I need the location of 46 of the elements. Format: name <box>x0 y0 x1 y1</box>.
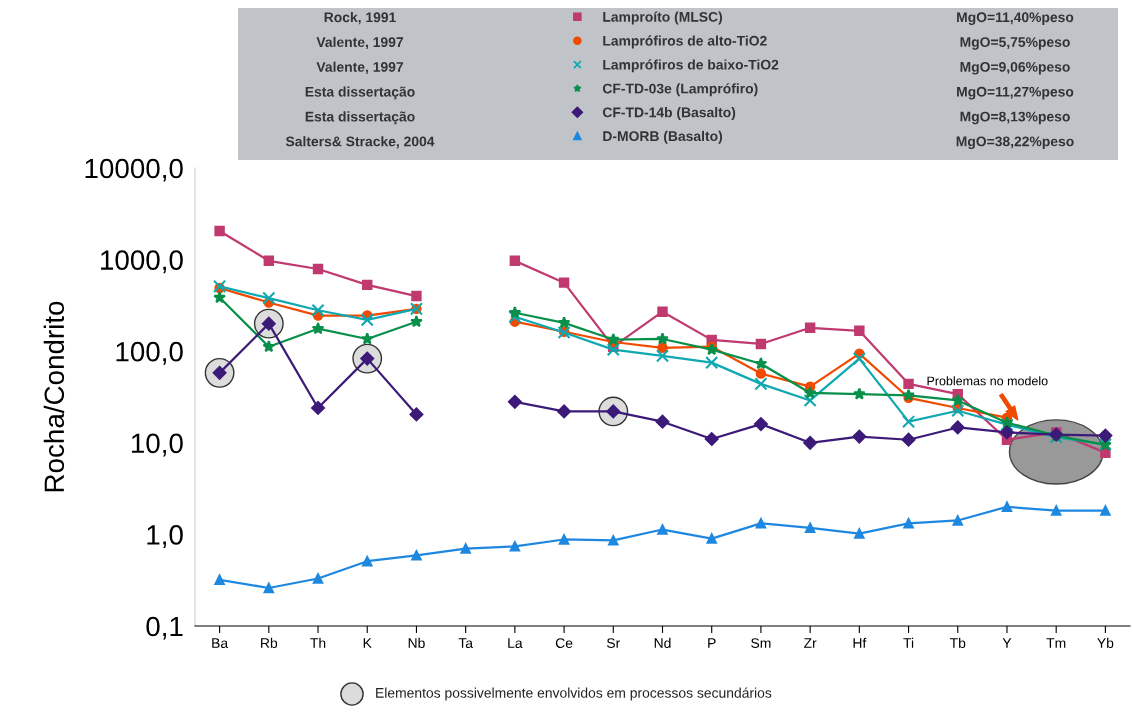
y-tick-label: 0,1 <box>146 616 183 640</box>
text: MgO=9,06%peso <box>960 61 1070 75</box>
y-tick-label: 1000,0 <box>101 250 183 274</box>
y-tick-label: 10,0 <box>131 433 183 457</box>
x-tick-label: Nb <box>408 637 425 649</box>
text: Salters& Stracke, 2004 <box>285 136 435 149</box>
x-tick-label: Ba <box>212 638 229 649</box>
text: Esta dissertação <box>305 86 415 100</box>
x-tick-label: Nd <box>654 637 671 649</box>
text: Esta dissertação <box>305 111 415 125</box>
x-tick-label: Ti <box>903 637 914 648</box>
annotation: Problemas no modelo <box>927 376 1048 386</box>
legend-label: CF-TD-03e (Lamprófiro) <box>602 83 758 97</box>
text: Rock, 1991 <box>324 12 396 25</box>
y-axis-title: Rocha/Condrito <box>43 301 65 492</box>
x-tick-label: Yb <box>1097 637 1114 649</box>
text: Valente, 1997 <box>316 61 404 74</box>
text: Valente, 1997 <box>316 36 404 50</box>
x-tick-label: Hf <box>853 637 867 648</box>
text: MgO=8,13%peso <box>960 111 1070 125</box>
text: MgO=11,40%peso <box>957 12 1074 25</box>
x-tick-label: Tb <box>949 637 966 649</box>
x-tick-label: Y <box>1002 638 1012 648</box>
x-tick-label: Th <box>310 637 326 648</box>
x-tick-label: Zr <box>804 638 817 648</box>
x-tick-label: K <box>363 638 372 648</box>
y-tick-label: 1,0 <box>147 525 183 549</box>
x-tick-label: Ce <box>555 638 573 649</box>
legend-label: Lamproíto (MLSC) <box>603 11 723 25</box>
y-tick-label: 100,0 <box>116 341 183 365</box>
legend-label: D-MORB (Basalto) <box>603 130 723 144</box>
x-tick-label: La <box>508 638 523 649</box>
legend-label: Elementos possivelmente envolvidos em processos secundários <box>376 687 772 701</box>
text: MgO=11,27%peso <box>957 86 1074 100</box>
x-tick-label: P <box>708 638 716 648</box>
legend-label: Lamprófiros de baixo-TiO2 <box>603 59 779 73</box>
x-tick-label: Tm <box>1046 638 1066 648</box>
text: MgO=5,75%peso <box>960 37 1070 50</box>
x-tick-label: Sr <box>606 638 620 649</box>
text: MgO=38,22%peso <box>956 136 1074 150</box>
x-tick-label: Rb <box>261 637 278 649</box>
x-tick-label: Ta <box>458 638 473 649</box>
x-tick-label: Sm <box>751 638 771 649</box>
legend-label: CF-TD-14b (Basalto) <box>602 107 736 121</box>
y-tick-label: 10000,0 <box>85 158 183 182</box>
legend-label: Lamprófiros de alto-TiO2 <box>603 35 767 49</box>
